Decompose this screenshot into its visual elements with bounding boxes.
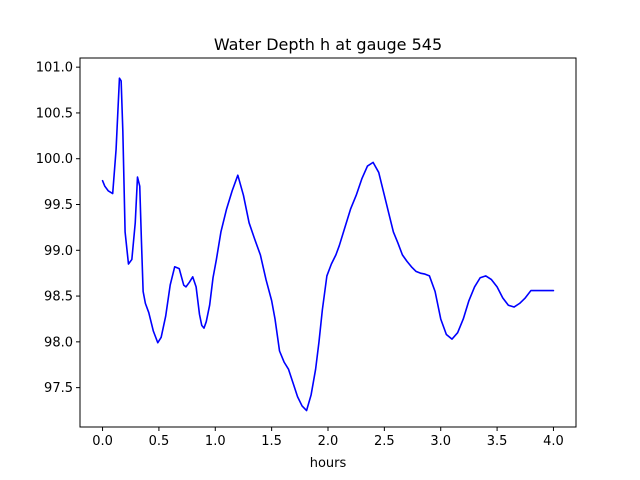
x-tick-label: 0.0 xyxy=(92,434,113,449)
y-tick-label: 101.0 xyxy=(36,61,73,76)
x-tick-label: 2.5 xyxy=(374,434,395,449)
x-tick-label: 3.0 xyxy=(430,434,451,449)
series-line-0 xyxy=(101,77,555,412)
y-tick-label: 100.0 xyxy=(36,152,73,167)
x-tick-label: 4.0 xyxy=(543,434,564,449)
chart-title: Water Depth h at gauge 545 xyxy=(214,35,442,54)
x-tick-label: 1.5 xyxy=(261,434,282,449)
x-tick-label: 1.0 xyxy=(205,434,226,449)
y-tick-label: 97.5 xyxy=(44,381,73,396)
y-tick-label: 98.0 xyxy=(44,335,73,350)
y-tick-label: 99.0 xyxy=(44,244,73,259)
y-tick-label: 99.5 xyxy=(44,198,73,213)
x-axis-label: hours xyxy=(310,456,347,471)
y-tick-label: 100.5 xyxy=(36,106,73,121)
plot-area: 0.0 0.5 1.0 1.5 2.0 2.5 3.0 3.5 4.0 97.5 98.0 98.5 9… xyxy=(36,57,577,449)
x-tick-label: 2.0 xyxy=(318,434,339,449)
y-tick-label: 98.5 xyxy=(44,290,73,305)
x-tick-label: 0.5 xyxy=(149,434,170,449)
x-tick-label: 3.5 xyxy=(487,434,508,449)
